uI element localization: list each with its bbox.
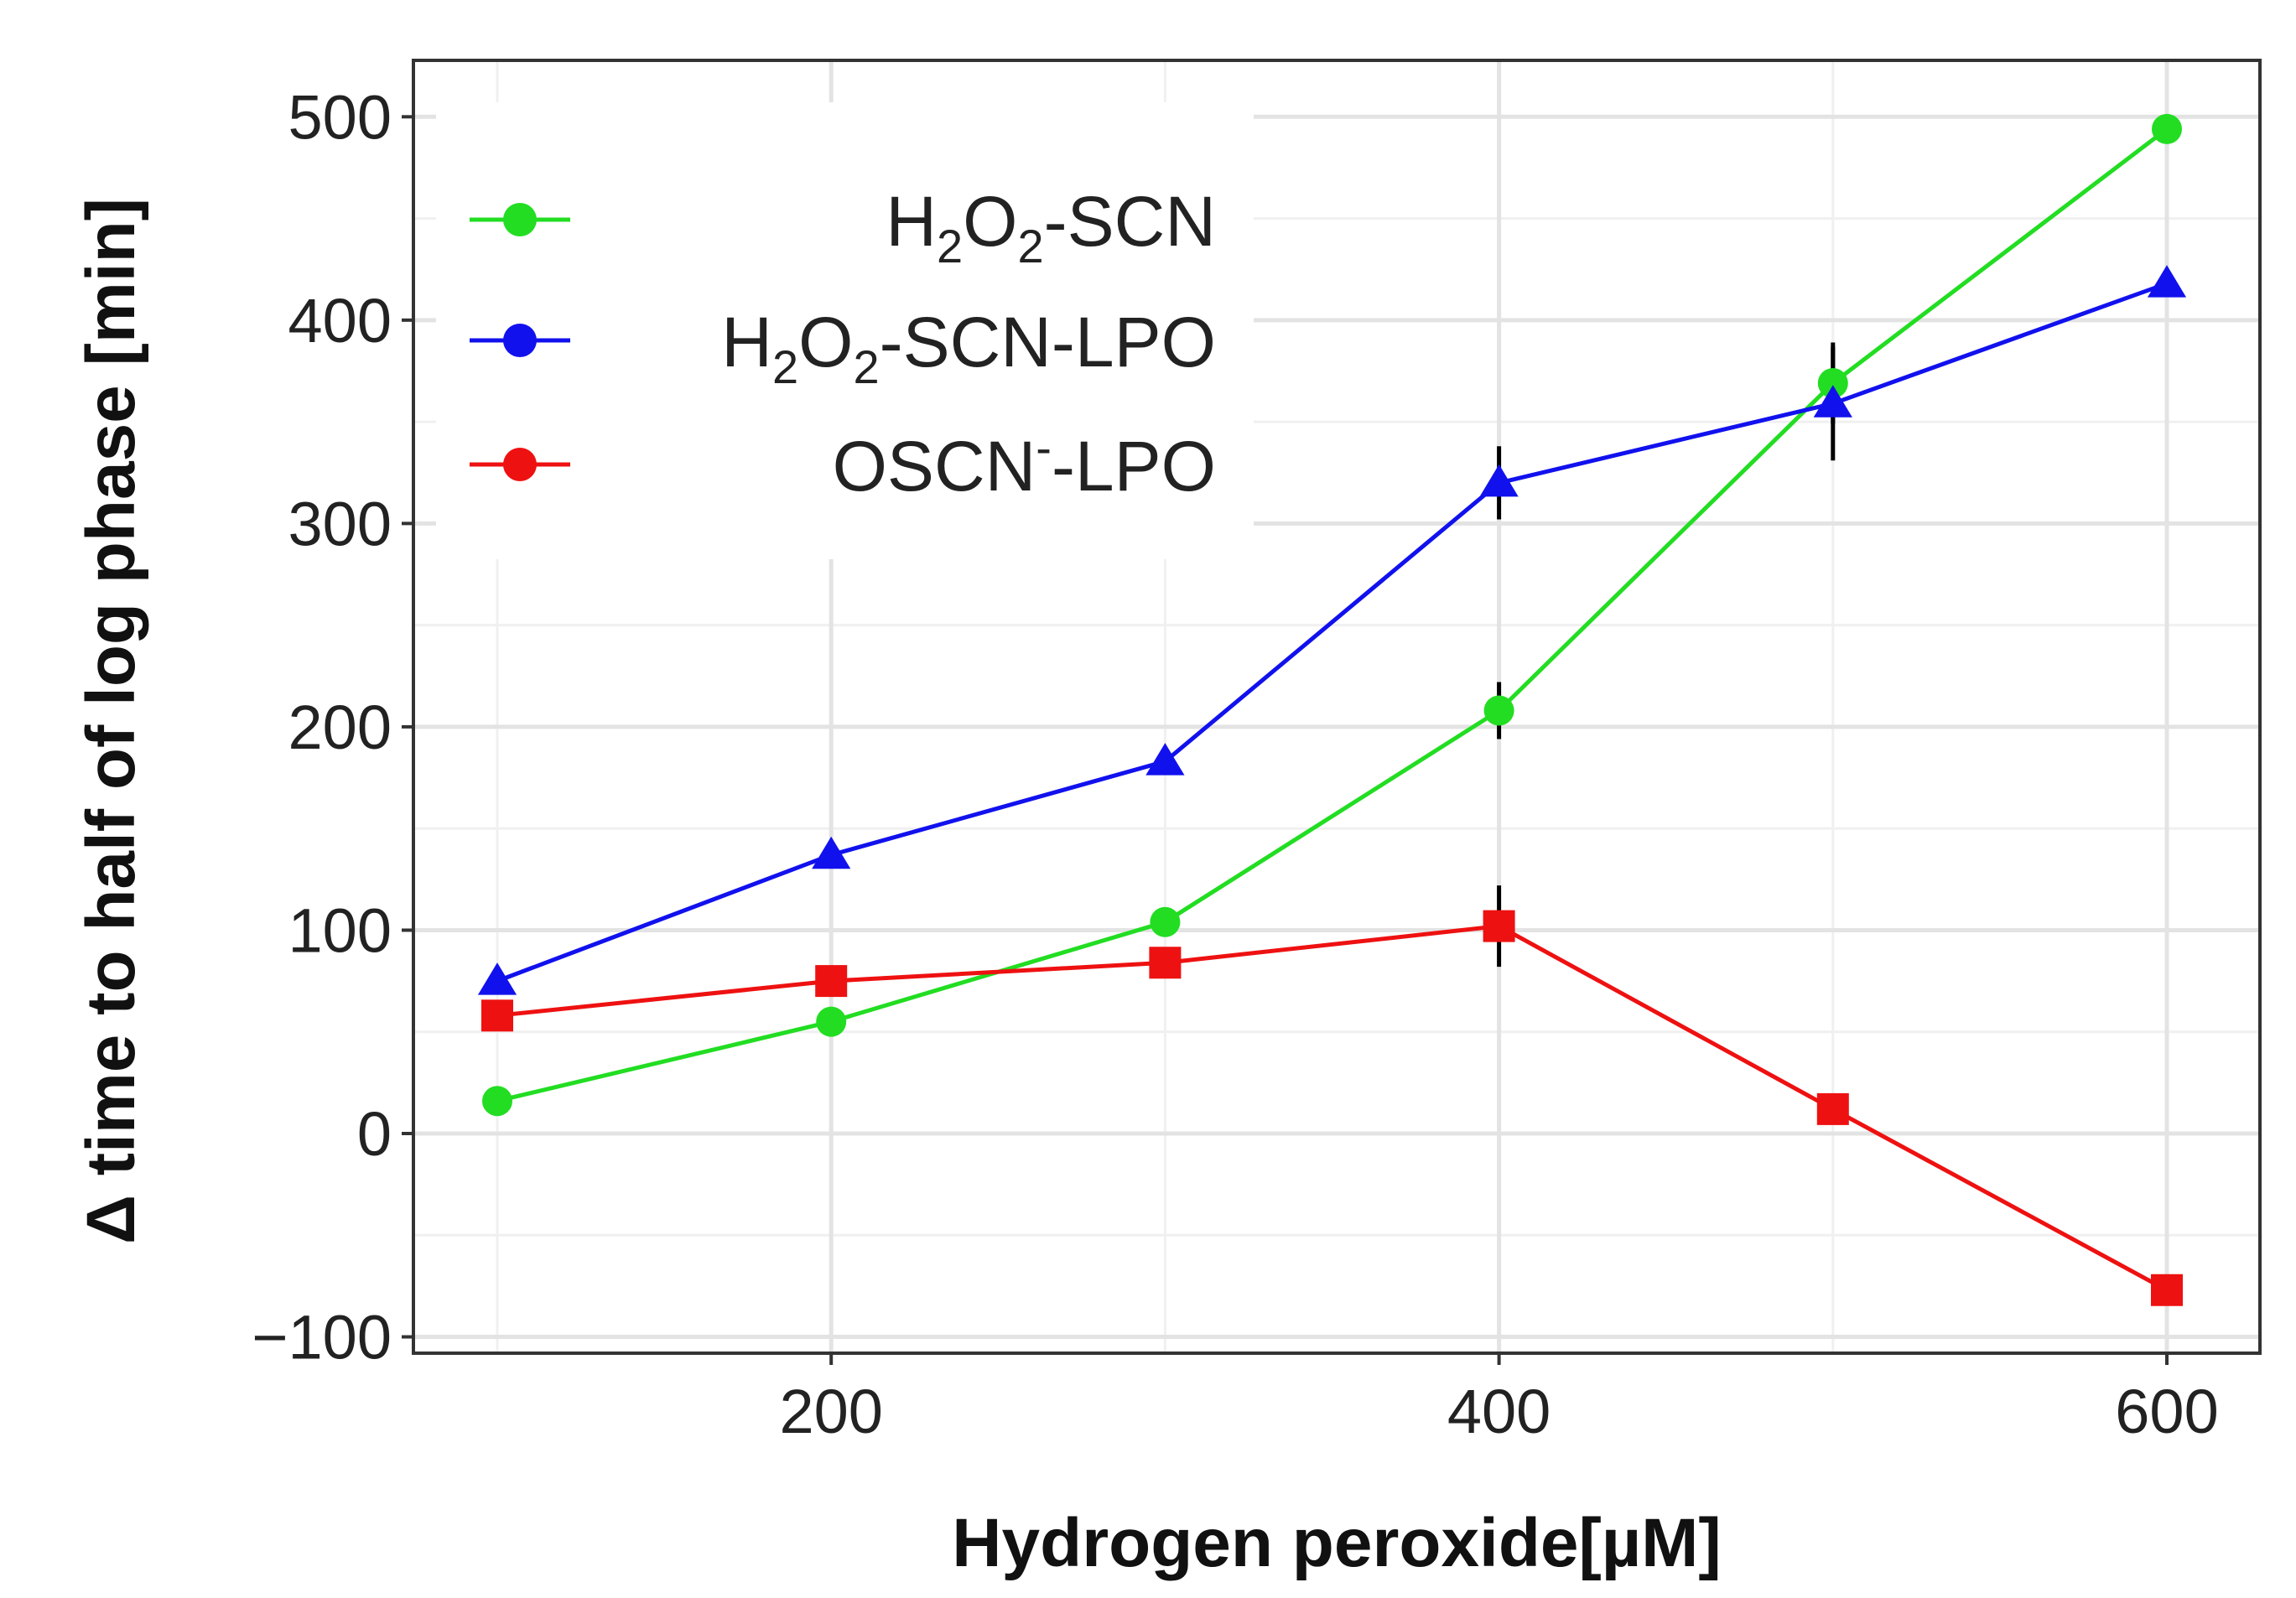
data-point-circle <box>816 1006 847 1037</box>
data-point-triangle <box>477 962 517 995</box>
x-tick-label: 400 <box>1447 1377 1551 1446</box>
y-tick-label: −100 <box>252 1303 392 1372</box>
grid-lines <box>413 60 2260 1353</box>
series-lines <box>496 127 2169 1292</box>
data-point-square <box>1816 1092 1849 1125</box>
legend-label-oscn-lpo: OSCN--LPO <box>833 421 1216 506</box>
data-point-circle <box>1483 695 1514 726</box>
y-tick-label: 100 <box>288 895 392 965</box>
y-tick-label: 200 <box>288 693 392 762</box>
data-point-square <box>481 999 513 1032</box>
data-point-circle <box>1817 368 1848 399</box>
data-point-triangle <box>1479 464 1519 497</box>
axis-ticks: −100 0 100 200 300 400 500 200 400 600 <box>252 82 2218 1446</box>
legend-item-oscn-lpo: OSCN--LPO <box>470 421 1216 506</box>
x-tick-label: 200 <box>779 1377 882 1446</box>
legend-marker-h2o2-scn-lpo <box>503 324 537 357</box>
y-tick-label: 500 <box>288 82 392 152</box>
legend-marker-oscn-lpo <box>503 448 537 481</box>
data-point-triangle <box>1813 385 1852 418</box>
data-point-triangle <box>812 836 851 869</box>
data-point-triangle <box>1145 743 1185 776</box>
y-tick-label: 0 <box>357 1099 392 1169</box>
y-tick-label: 300 <box>288 489 392 558</box>
data-point-triangle <box>2147 265 2187 298</box>
legend-item-h2o2-scn-lpo: H2O2-SCN-LPO <box>470 303 1216 393</box>
x-axis-title: Hydrogen peroxide[µM] <box>952 1505 1721 1581</box>
x-tick-label: 600 <box>2115 1377 2218 1446</box>
data-markers <box>477 113 2187 1306</box>
legend-label-h2o2-scn-lpo: H2O2-SCN-LPO <box>721 303 1216 393</box>
series-line-1 <box>496 281 2168 983</box>
legend-background <box>436 102 1254 559</box>
plot-border <box>412 59 2262 1355</box>
series-line-2 <box>496 924 2169 1292</box>
data-point-circle <box>1150 906 1181 937</box>
legend-label-h2o2-scn: H2O2-SCN <box>886 182 1216 272</box>
legend-item-h2o2-scn: H2O2-SCN <box>470 182 1216 272</box>
legend: H2O2-SCN H2O2-SCN-LPO OSCN--LPO <box>436 102 1254 559</box>
legend-marker-h2o2-scn <box>503 203 537 236</box>
y-axis-title: Δ time to half of log phase [min] <box>73 198 149 1244</box>
data-point-square <box>2151 1274 2183 1306</box>
y-tick-label: 400 <box>288 286 392 355</box>
data-point-square <box>1483 910 1515 942</box>
data-point-circle <box>482 1086 512 1117</box>
data-point-square <box>1149 947 1182 979</box>
data-point-square <box>815 965 848 998</box>
series-line-0 <box>496 127 2169 1103</box>
data-point-circle <box>2152 113 2182 144</box>
